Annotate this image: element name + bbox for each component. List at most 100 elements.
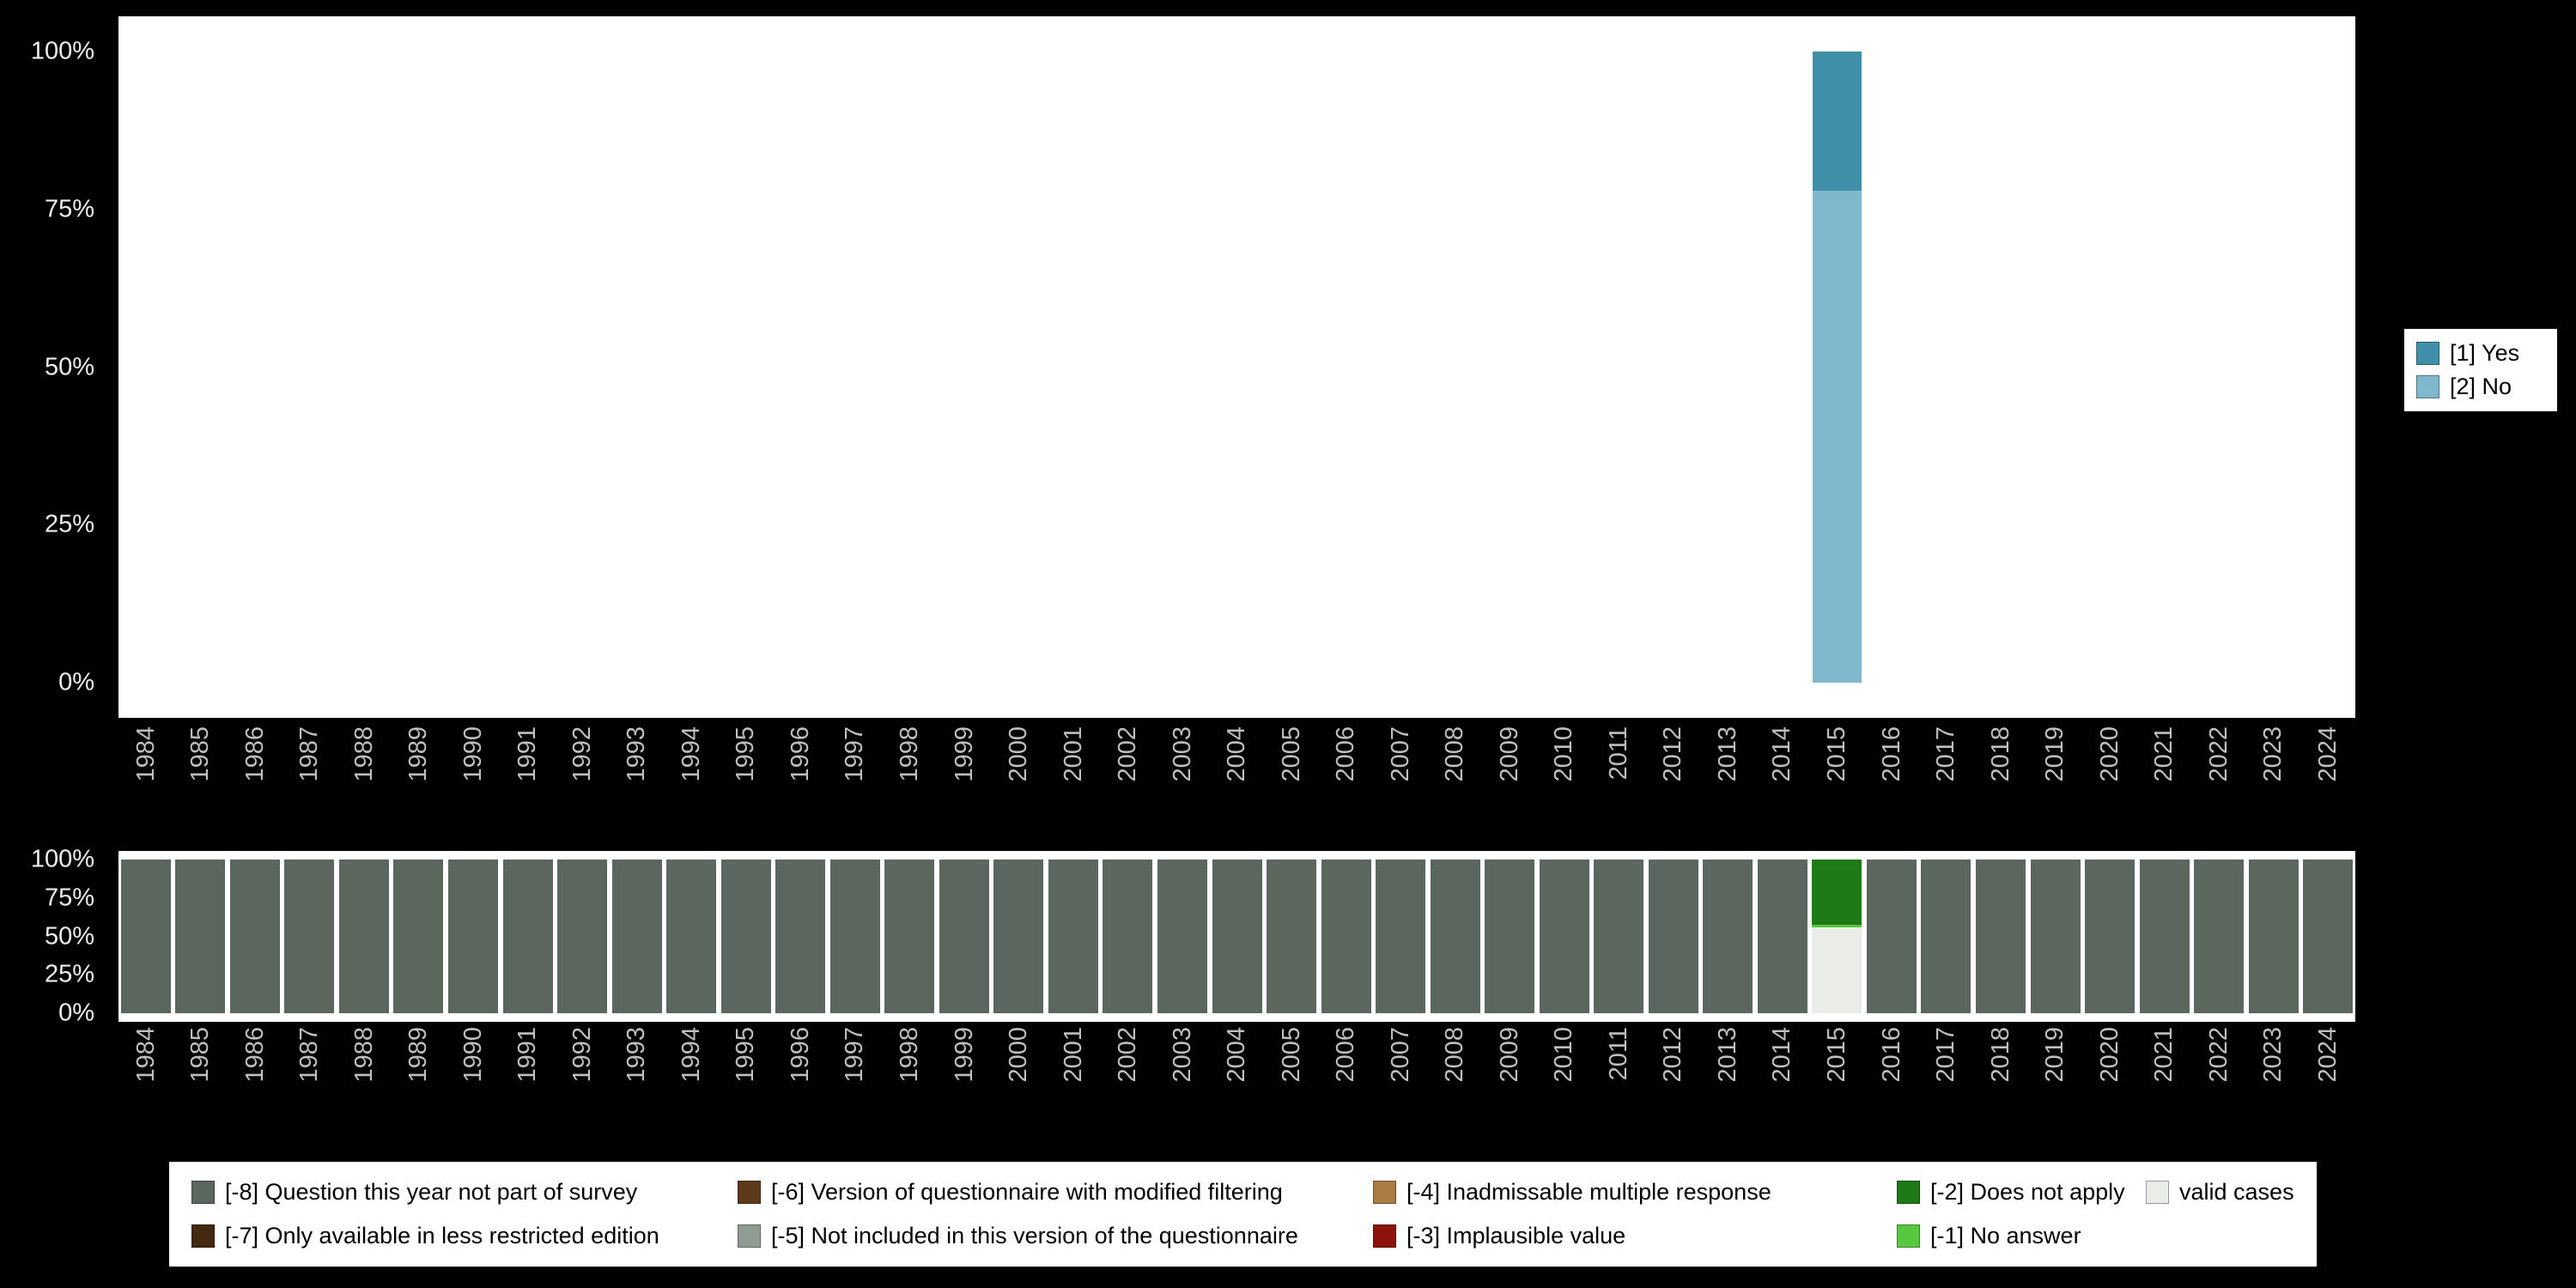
legend-item: [-1] No answer xyxy=(1897,1223,2146,1249)
top-chart-bar-region xyxy=(118,52,2355,683)
x-axis-label-slot: 2012 xyxy=(1646,1027,1701,1123)
legend-label: [-7] Only available in less restricted e… xyxy=(225,1223,659,1249)
x-axis-year-label: 2021 xyxy=(2150,726,2178,782)
bar-segment xyxy=(557,860,608,1013)
legend-swatch xyxy=(2146,1181,2169,1204)
stacked-bar-2012 xyxy=(1648,860,1698,1013)
x-axis-year-label: 2013 xyxy=(1713,1027,1741,1083)
stacked-bar-1992 xyxy=(557,860,608,1013)
x-axis-label-slot: 1998 xyxy=(882,726,937,829)
x-axis-label-slot: 1988 xyxy=(337,1027,392,1123)
x-axis-year-label: 1998 xyxy=(895,726,923,782)
x-axis-label-slot: 2020 xyxy=(2082,726,2137,829)
stacked-bar-2005 xyxy=(1267,860,1317,1013)
x-axis-year-label: 2009 xyxy=(1495,1027,1523,1083)
x-axis-year-label: 2007 xyxy=(1386,726,1414,782)
bar-segment xyxy=(120,860,171,1013)
x-axis-year-label: 2012 xyxy=(1659,1027,1687,1083)
legend-swatch xyxy=(1373,1224,1396,1248)
bar-segment xyxy=(1103,860,1153,1013)
x-axis-year-label: 2004 xyxy=(1223,726,1251,782)
stacked-bar-2002 xyxy=(1103,860,1153,1013)
x-axis-year-label: 2011 xyxy=(1604,726,1632,781)
x-axis-year-label: 2000 xyxy=(1005,726,1033,782)
stacked-bar-2021 xyxy=(2139,860,2190,1013)
x-axis-year-label: 1995 xyxy=(732,1027,760,1083)
legend-label: [-5] Not included in this version of the… xyxy=(771,1223,1298,1249)
bar-segment xyxy=(2030,860,2081,1013)
legend-item: [-6] Version of questionnaire with modif… xyxy=(738,1179,1373,1206)
bar-segment xyxy=(829,860,880,1013)
x-axis-year-label: 2003 xyxy=(1168,726,1196,782)
y-axis-tick-label: 25% xyxy=(44,960,94,988)
x-axis-year-label: 2006 xyxy=(1332,1027,1360,1083)
x-axis-label-slot: 1996 xyxy=(773,726,828,829)
x-axis-year-label: 2014 xyxy=(1768,1027,1796,1083)
stacked-bar-2010 xyxy=(1539,860,1589,1013)
stacked-bar-2019 xyxy=(2030,860,2081,1013)
x-axis-year-label: 2017 xyxy=(1932,1027,1960,1083)
legend-swatch xyxy=(738,1224,761,1248)
stacked-bar-2000 xyxy=(993,860,1044,1013)
x-axis-year-label: 2011 xyxy=(1604,1027,1632,1081)
bar-segment xyxy=(284,860,335,1013)
legend-item: [1] Yes xyxy=(2416,340,2549,367)
stacked-bar-2017 xyxy=(1921,860,1971,1013)
x-axis-year-label: 1989 xyxy=(404,1027,433,1083)
legend-swatch xyxy=(1373,1181,1396,1204)
x-axis-year-label: 2023 xyxy=(2259,1027,2287,1083)
bottom-chart-legend: [-8] Question this year not part of surv… xyxy=(169,1162,2317,1267)
stacked-bar-2007 xyxy=(1376,860,1426,1013)
stacked-bar-1991 xyxy=(502,860,553,1013)
bottom-chart-bar-region xyxy=(118,860,2355,1013)
top-chart-plot-area xyxy=(118,16,2355,718)
x-axis-label-slot: 2014 xyxy=(1755,1027,1810,1123)
x-axis-label-slot: 2004 xyxy=(1210,726,1265,829)
x-axis-label-slot: 1994 xyxy=(664,726,719,829)
stacked-bar-2013 xyxy=(1703,860,1753,1013)
x-axis-label-slot: 1995 xyxy=(719,1027,774,1123)
x-axis-label-slot: 2013 xyxy=(1700,726,1755,829)
x-axis-year-label: 1986 xyxy=(240,726,269,782)
x-axis-year-label: 2023 xyxy=(2259,726,2287,782)
x-axis-label-slot: 2024 xyxy=(2300,726,2355,829)
x-axis-label-slot: 2005 xyxy=(1264,1027,1319,1123)
bar-segment xyxy=(1703,860,1753,1013)
x-axis-label-slot: 2021 xyxy=(2137,726,2192,829)
x-axis-year-label: 2000 xyxy=(1005,1027,1033,1083)
x-axis-year-label: 2003 xyxy=(1168,1027,1196,1083)
y-axis-tick-label: 100% xyxy=(30,845,94,873)
bar-segment xyxy=(1648,860,1698,1013)
stacked-bar-1995 xyxy=(720,860,771,1013)
legend-swatch xyxy=(191,1224,215,1248)
x-axis-year-label: 2010 xyxy=(1550,1027,1578,1083)
legend-label: [-2] Does not apply xyxy=(1930,1179,2125,1205)
x-axis-label-slot: 2016 xyxy=(1864,726,1919,829)
top-chart-legend: [1] Yes [2] No xyxy=(2404,329,2557,411)
x-axis-label-slot: 1985 xyxy=(173,726,228,829)
legend-item: valid cases xyxy=(2146,1179,2303,1206)
x-axis-label-slot: 1994 xyxy=(664,1027,719,1123)
bar-segment xyxy=(1376,860,1426,1013)
x-axis-label-slot: 1999 xyxy=(937,1027,992,1123)
bar-segment xyxy=(1812,52,1862,191)
bar-segment xyxy=(1157,860,1207,1013)
x-axis-year-label: 2019 xyxy=(2041,726,2069,782)
y-axis-tick-label: 50% xyxy=(44,922,94,950)
x-axis-label-slot: 1992 xyxy=(555,1027,610,1123)
bar-segment xyxy=(1866,860,1917,1013)
x-axis-label-slot: 1991 xyxy=(501,726,556,829)
x-axis-year-label: 1987 xyxy=(295,1027,324,1083)
bar-segment xyxy=(229,860,280,1013)
bar-segment xyxy=(447,860,498,1013)
x-axis-label-slot: 2008 xyxy=(1428,1027,1483,1123)
stacked-bar-1997 xyxy=(829,860,880,1013)
x-axis-label-slot: 2021 xyxy=(2137,1027,2192,1123)
bar-segment xyxy=(1321,860,1371,1013)
stacked-bar-2015 xyxy=(1812,52,1862,683)
stacked-bar-2001 xyxy=(1048,860,1098,1013)
y-axis-tick-label: 75% xyxy=(44,884,94,912)
x-axis-year-label: 2007 xyxy=(1386,1027,1414,1083)
bar-segment xyxy=(2139,860,2190,1013)
